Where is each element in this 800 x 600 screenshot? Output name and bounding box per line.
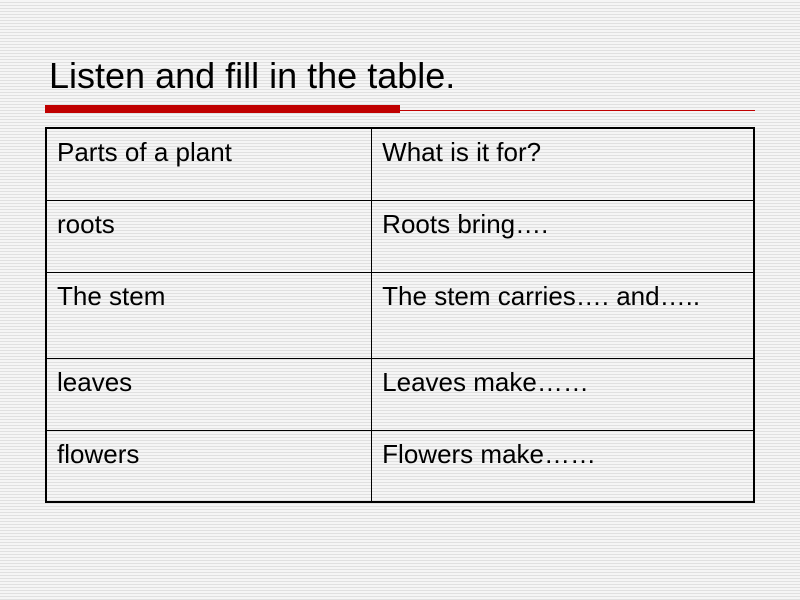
cell-roots-for: Roots bring…. xyxy=(372,200,754,272)
table-row: roots Roots bring…. xyxy=(46,200,754,272)
slide-title: Listen and fill in the table. xyxy=(45,55,755,97)
cell-flowers: flowers xyxy=(46,430,372,502)
cell-header-for: What is it for? xyxy=(372,128,754,200)
cell-flowers-for: Flowers make…… xyxy=(372,430,754,502)
title-underline xyxy=(45,105,755,113)
cell-header-part: Parts of a plant xyxy=(46,128,372,200)
underline-thick xyxy=(45,105,400,113)
table-row: The stem The stem carries…. and….. xyxy=(46,272,754,358)
table-row: flowers Flowers make…… xyxy=(46,430,754,502)
table-row: Parts of a plant What is it for? xyxy=(46,128,754,200)
plant-table: Parts of a plant What is it for? roots R… xyxy=(45,127,755,503)
table-row: leaves Leaves make…… xyxy=(46,358,754,430)
slide: Listen and fill in the table. Parts of a… xyxy=(0,0,800,548)
cell-stem-for: The stem carries…. and….. xyxy=(372,272,754,358)
cell-leaves-for: Leaves make…… xyxy=(372,358,754,430)
cell-leaves: leaves xyxy=(46,358,372,430)
cell-stem: The stem xyxy=(46,272,372,358)
cell-roots: roots xyxy=(46,200,372,272)
